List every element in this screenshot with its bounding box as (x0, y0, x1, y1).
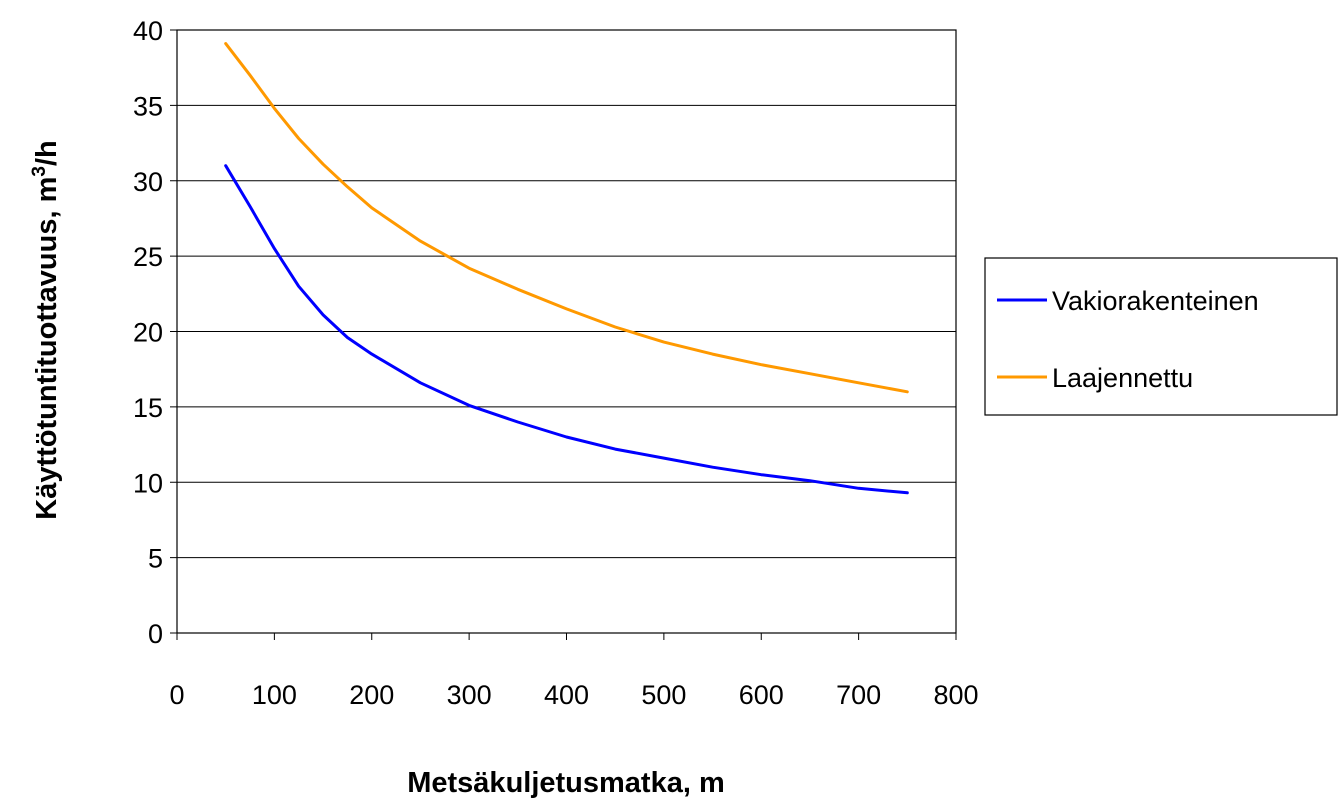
y-axis-title-suffix: /h (31, 140, 63, 166)
legend: Vakiorakenteinen Laajennettu (984, 257, 1338, 416)
x-axis-title: Metsäkuljetusmatka, m (407, 767, 725, 799)
legend-label-vakiorakenteinen: Vakiorakenteinen (1052, 286, 1259, 316)
x-tick-label-800: 800 (933, 680, 978, 710)
series-line-laajennettu (224, 42, 909, 394)
y-tick-label-5: 5 (148, 544, 163, 574)
legend-label-laajennettu: Laajennettu (1052, 363, 1193, 393)
x-tick-label-400: 400 (544, 680, 589, 710)
x-tick-label-600: 600 (739, 680, 784, 710)
y-axis-title: Käyttötuntituottavuus, m3/h (29, 140, 63, 520)
y-tick-label-0: 0 (148, 619, 163, 649)
y-tick-label-25: 25 (133, 242, 163, 272)
x-tick-label-700: 700 (836, 680, 881, 710)
y-tick-label-10: 10 (133, 468, 163, 498)
y-tick-label-35: 35 (133, 91, 163, 121)
y-tick-label-15: 15 (133, 393, 163, 423)
y-axis-title-superscript: 3 (29, 166, 50, 177)
x-tick-label-0: 0 (169, 680, 184, 710)
series-line-vakiorakenteinen (224, 164, 909, 495)
x-tick-label-100: 100 (252, 680, 297, 710)
series-lines (224, 42, 909, 495)
y-tick-label-30: 30 (133, 167, 163, 197)
x-tick-label-300: 300 (447, 680, 492, 710)
legend-box (984, 257, 1338, 416)
x-tick-label-500: 500 (641, 680, 686, 710)
y-tick-label-40: 40 (133, 16, 163, 46)
y-tick-label-20: 20 (133, 318, 163, 348)
y-axis-title-main: Käyttötuntituottavuus, m (31, 177, 63, 520)
x-tick-label-200: 200 (349, 680, 394, 710)
